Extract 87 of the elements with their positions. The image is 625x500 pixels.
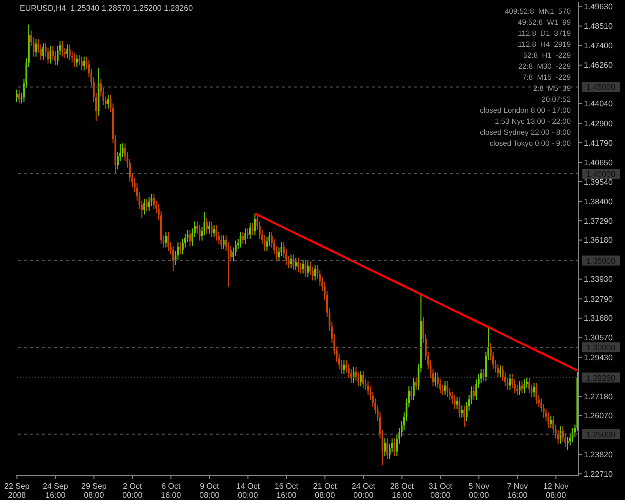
y-tick-label: 1.22710 xyxy=(584,470,614,479)
candlestick xyxy=(146,198,148,212)
candlestick xyxy=(42,42,44,61)
x-tick-label: 9 Oct 08:00 xyxy=(200,482,220,500)
y-tick-label: 1.48510 xyxy=(584,22,614,32)
candlestick xyxy=(500,365,502,378)
candlestick xyxy=(206,218,208,234)
candlestick xyxy=(66,44,68,60)
x-tick-label: 21 Oct 08:00 xyxy=(313,482,338,500)
candlestick xyxy=(567,436,569,450)
candlestick xyxy=(78,54,80,66)
candlestick xyxy=(386,438,388,460)
candlestick xyxy=(268,232,271,247)
candlestick xyxy=(464,405,466,428)
candlestick xyxy=(198,224,201,242)
x-tick-label: 24 Sep 16:00 xyxy=(43,482,69,500)
candlestick xyxy=(81,56,83,72)
candlestick xyxy=(543,403,545,418)
y-tick-label: 1.40650 xyxy=(584,158,614,168)
x-tick-label: 5 Nov 00:00 xyxy=(468,482,490,500)
candlestick xyxy=(16,89,18,102)
candlestick xyxy=(518,380,521,396)
y-tick-label: 1.47400 xyxy=(584,41,614,50)
candlestick xyxy=(461,405,464,418)
x-tick-label: 2 Oct 00:00 xyxy=(122,482,144,500)
y-tick-label: 1.33930 xyxy=(584,275,614,284)
candlestick xyxy=(410,386,412,401)
candlestick xyxy=(220,235,222,250)
candlestick xyxy=(76,54,78,68)
candlestick xyxy=(208,221,210,234)
x-tick-label: 29 Sep 08:00 xyxy=(82,482,108,500)
candlestick xyxy=(244,228,246,245)
candlestick xyxy=(18,89,20,104)
candlestick xyxy=(415,377,418,391)
x-tick-label: 7 Nov 16:00 xyxy=(507,482,528,500)
candlestick xyxy=(172,246,174,272)
candlestick xyxy=(295,258,297,271)
candlestick xyxy=(362,370,364,389)
candlestick xyxy=(360,370,362,388)
x-tick-label: 28 Oct 16:00 xyxy=(390,482,415,500)
x-tick-label: 14 Oct 00:00 xyxy=(236,482,261,500)
candlestick xyxy=(473,386,476,401)
y-tick-label: 1.29430 xyxy=(584,353,614,362)
y-tick-label: 1.42900 xyxy=(584,120,614,129)
y-tick-label: 1.44040 xyxy=(584,100,614,109)
y-tick-label: 1.31680 xyxy=(584,314,614,324)
candlestick xyxy=(168,232,170,252)
candlestick xyxy=(69,44,71,61)
x-tick-label: 22 Sep 2008 xyxy=(4,482,30,500)
x-tick-label: 6 Oct 16:00 xyxy=(161,482,182,500)
x-tick-label: 12 Nov 08:00 xyxy=(543,482,569,500)
y-tick-label: 1.30570 xyxy=(584,334,614,343)
candlestick xyxy=(298,258,300,273)
candlestick xyxy=(454,394,456,410)
candlestick xyxy=(108,94,110,110)
y-tick-label: 1.36180 xyxy=(584,236,614,246)
candlestick xyxy=(247,228,249,240)
candlestick xyxy=(413,377,415,401)
y-tick-label: 1.39540 xyxy=(584,178,614,187)
candlestick xyxy=(310,261,312,276)
candlestick xyxy=(144,198,146,216)
candlestick xyxy=(569,432,572,446)
x-tick-label: 24 Oct 00:00 xyxy=(352,482,376,500)
candlestick xyxy=(83,56,86,72)
y-tick-label: 1.41790 xyxy=(584,138,614,148)
y-tick-label: 1.49630 xyxy=(584,2,614,12)
candlestick xyxy=(434,372,437,388)
candlestick xyxy=(249,222,252,240)
x-tick-label: 16 Oct 16:00 xyxy=(274,482,300,500)
y-tick-label: 1.46260 xyxy=(584,61,614,70)
chart-title: EURUSD,H4 1.25340 1.28570 1.25200 1.28260 xyxy=(20,4,194,13)
candlestick xyxy=(384,438,386,457)
candlestick xyxy=(153,193,156,210)
y-tick-label: 1.32790 xyxy=(584,294,614,304)
candlestick xyxy=(528,377,530,394)
y-tick-label: 1.38400 xyxy=(584,198,614,207)
y-tick-label: 1.27180 xyxy=(584,392,614,402)
candlestick xyxy=(550,416,552,429)
x-tick-label: 31 Oct 08:00 xyxy=(428,482,454,500)
y-tick-label: 1.23820 xyxy=(584,450,614,460)
candlestick xyxy=(307,261,310,278)
y-tick-label: 1.37290 xyxy=(584,216,614,226)
candlestick xyxy=(210,221,213,238)
candlestick xyxy=(223,235,225,250)
candlestick xyxy=(180,242,182,256)
y-tick-label: 1.26070 xyxy=(584,412,614,421)
candlestick xyxy=(122,143,124,158)
